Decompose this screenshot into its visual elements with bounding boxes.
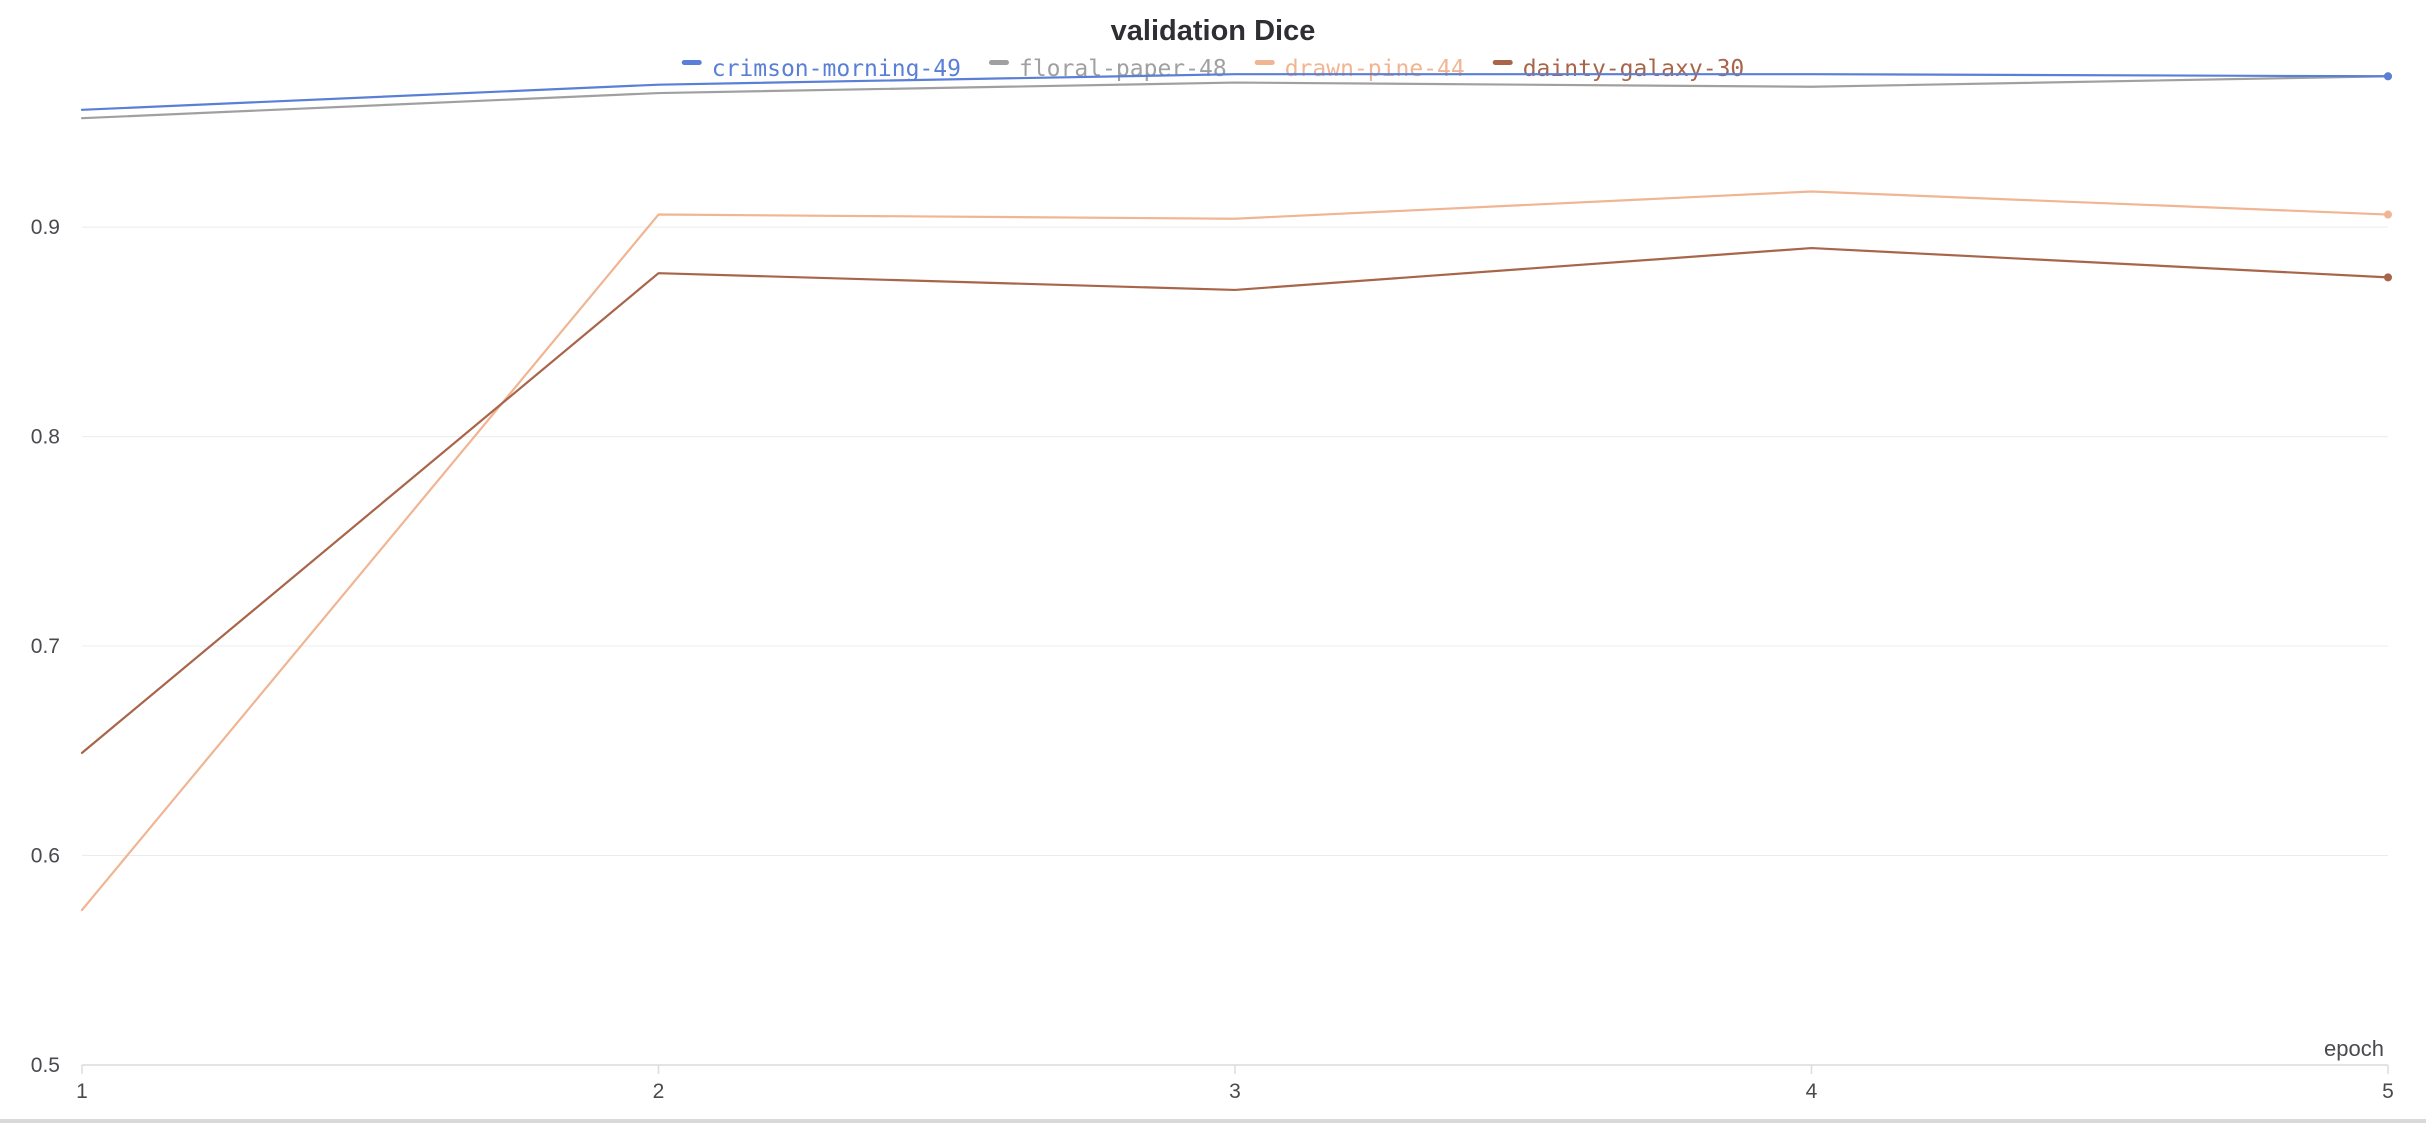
x-tick-label: 3 — [1229, 1080, 1241, 1103]
y-tick-label: 0.7 — [31, 635, 60, 658]
legend-swatch — [681, 60, 702, 65]
legend-item-dainty-galaxy-30: dainty-galaxy-30 — [1492, 56, 1745, 82]
bottom-scroll-bar — [0, 1119, 2426, 1123]
chart-title: validation Dice — [1111, 15, 1316, 47]
legend-label: drawn-pine-44 — [1285, 56, 1465, 82]
y-tick-label: 0.5 — [31, 1054, 60, 1077]
series-end-point-drawn-pine-44 — [2384, 210, 2392, 219]
x-tick-label: 4 — [1806, 1080, 1818, 1103]
series-lines — [80, 72, 2392, 912]
series-line-crimson-morning-49 — [80, 73, 2390, 111]
chart-grid — [82, 226, 2388, 1066]
legend-swatch — [1492, 60, 1513, 65]
x-tick-label: 5 — [2382, 1080, 2394, 1103]
series-line-drawn-pine-44 — [80, 190, 2390, 912]
legend-item-drawn-pine-44: drawn-pine-44 — [1254, 56, 1465, 82]
legend-swatch — [988, 60, 1009, 65]
x-tick-label: 1 — [76, 1080, 88, 1103]
legend-swatch — [1254, 60, 1275, 65]
x-axis: 1 2 3 4 5 — [76, 1064, 2394, 1103]
chart-legend: crimson-morning-49 floral-paper-48 drawn-p… — [681, 56, 1745, 82]
series-end-point-dainty-galaxy-30 — [2384, 273, 2392, 282]
y-tick-label: 0.6 — [31, 845, 60, 868]
x-axis-label: epoch — [2324, 1036, 2384, 1061]
legend-label: dainty-galaxy-30 — [1523, 56, 1745, 82]
x-tick-label: 2 — [653, 1080, 665, 1103]
series-line-floral-paper-48 — [80, 75, 2390, 120]
legend-item-crimson-morning-49: crimson-morning-49 — [681, 56, 961, 82]
series-end-point-crimson-morning-49 — [2384, 72, 2392, 81]
legend-label: crimson-morning-49 — [712, 56, 961, 82]
y-tick-label: 0.8 — [31, 426, 60, 449]
y-axis: 0.5 0.6 0.7 0.8 0.9 — [31, 216, 60, 1077]
series-line-dainty-galaxy-30 — [80, 246, 2390, 754]
y-tick-label: 0.9 — [31, 216, 60, 239]
